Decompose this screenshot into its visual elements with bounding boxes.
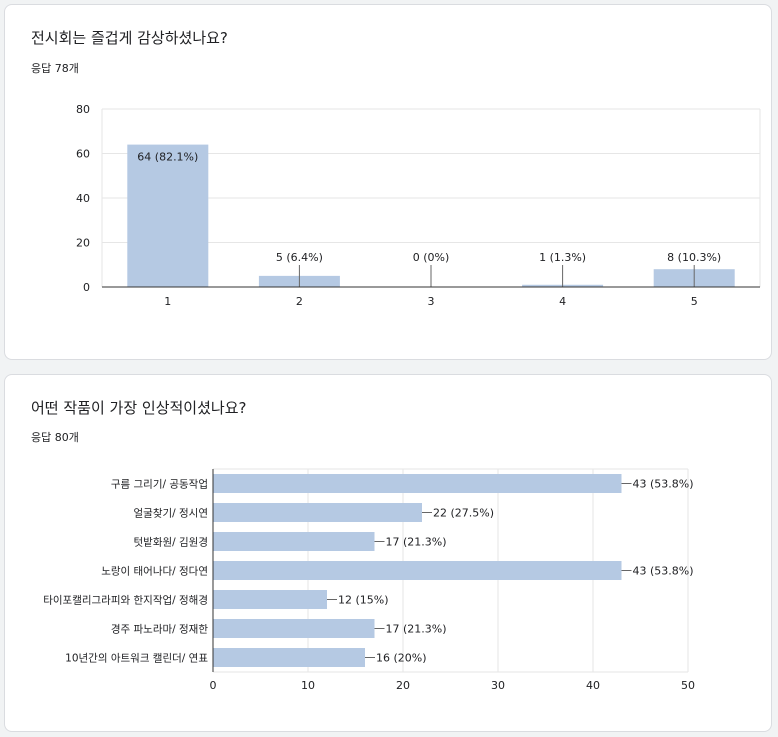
data-label: 1 (1.3%) [539, 251, 586, 264]
x-tick-label: 10 [301, 679, 315, 692]
y-tick-label: 40 [76, 192, 90, 205]
response-count-1: 응답 78개 [31, 62, 79, 75]
y-tick-label: 0 [83, 281, 90, 294]
question-card-2: 어떤 작품이 가장 인상적이셨나요? 응답 80개 0 10 20 30 40 50 43 … [4, 374, 772, 732]
data-label: 17 (21.3%) [386, 623, 447, 636]
x-tick-label: 0 [210, 679, 217, 692]
x-tick-label: 50 [681, 679, 695, 692]
bar [213, 503, 422, 522]
bar [213, 474, 622, 493]
data-label: 8 (10.3%) [667, 251, 721, 264]
question-title-1: 전시회는 즐겁게 감상하셨나요? [31, 29, 228, 47]
bar [213, 648, 365, 667]
bar [127, 144, 209, 287]
x-tick-label: 3 [428, 295, 435, 308]
y-category-label: 10년간의 아트워크 캘린더/ 연표 [65, 652, 208, 665]
x-tick-label: 4 [559, 295, 566, 308]
y-tick-label: 60 [76, 148, 90, 161]
data-label: 16 (20%) [376, 652, 427, 665]
bar [213, 590, 327, 609]
data-label: 64 (82.1%) [137, 151, 198, 164]
y-tick-label: 80 [76, 103, 90, 116]
x-tick-label: 2 [296, 295, 303, 308]
y-category-label: 구름 그리기/ 공동작업 [111, 478, 208, 491]
question-title-2: 어떤 작품이 가장 인상적이셨나요? [31, 399, 247, 417]
y-category-label: 노랑이 태어나다/ 정다연 [101, 566, 208, 578]
x-tick-label: 30 [491, 679, 505, 692]
bar [213, 532, 375, 551]
y-category-label: 타이포캘리그라피와 한지작업/ 정해경 [43, 594, 208, 607]
data-label: 5 (6.4%) [276, 251, 323, 264]
y-category-label: 경주 파노라마/ 정재한 [111, 623, 208, 636]
vertical-bar-chart: 0 20 40 60 80 64 (82.1%) 1 5 (6.4%) 2 0 (0%) 3 1 (1… [76, 103, 761, 308]
data-label: 12 (15%) [338, 594, 389, 607]
data-label: 17 (21.3%) [386, 536, 447, 549]
data-label: 0 (0%) [413, 251, 450, 264]
x-tick-label: 20 [396, 679, 410, 692]
y-category-label: 텃밭화원/ 김원경 [134, 536, 209, 549]
y-tick-label: 20 [76, 237, 90, 250]
bar [213, 561, 622, 580]
data-label: 22 (27.5%) [433, 507, 494, 520]
x-tick-label: 40 [586, 679, 600, 692]
response-count-2: 응답 80개 [31, 431, 79, 444]
x-tick-label: 5 [691, 295, 698, 308]
horizontal-bar-chart: 0 10 20 30 40 50 43 (53.8%) 구름 그리기/ 공동작업 22 (27.… [43, 468, 695, 692]
y-category-label: 얼굴찾기/ 정시연 [134, 508, 209, 520]
bar [213, 619, 375, 638]
data-label: 43 (53.8%) [633, 565, 694, 578]
data-label: 43 (53.8%) [633, 478, 694, 491]
question-card-1: 전시회는 즐겁게 감상하셨나요? 응답 78개 0 20 40 60 80 64 (82.… [4, 4, 772, 360]
x-tick-label: 1 [164, 295, 171, 308]
